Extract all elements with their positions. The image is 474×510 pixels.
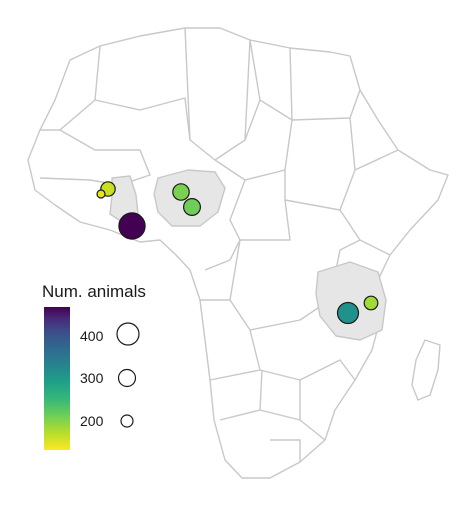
size-key-small	[120, 414, 134, 428]
site-point-2	[96, 189, 106, 199]
color-tick-400: 400	[80, 328, 104, 344]
madagascar	[411, 339, 441, 401]
site-point-5	[183, 198, 202, 217]
country-nigeria	[153, 169, 226, 227]
site-point-6	[336, 301, 360, 325]
sites-layer	[96, 181, 379, 325]
legend-title: Num. animals	[42, 282, 146, 301]
size-key-medium	[117, 368, 137, 388]
site-point-4	[172, 183, 190, 201]
site-point-7	[363, 295, 379, 311]
size-key-large	[116, 322, 140, 346]
site-point-3	[118, 212, 146, 240]
color-tick-300: 300	[80, 370, 104, 386]
legend: Num. animals 400 300 200	[42, 282, 146, 450]
color-bar	[44, 307, 70, 450]
color-tick-200: 200	[80, 413, 104, 429]
country-tanzania	[315, 261, 387, 341]
country-borders	[39, 27, 399, 462]
